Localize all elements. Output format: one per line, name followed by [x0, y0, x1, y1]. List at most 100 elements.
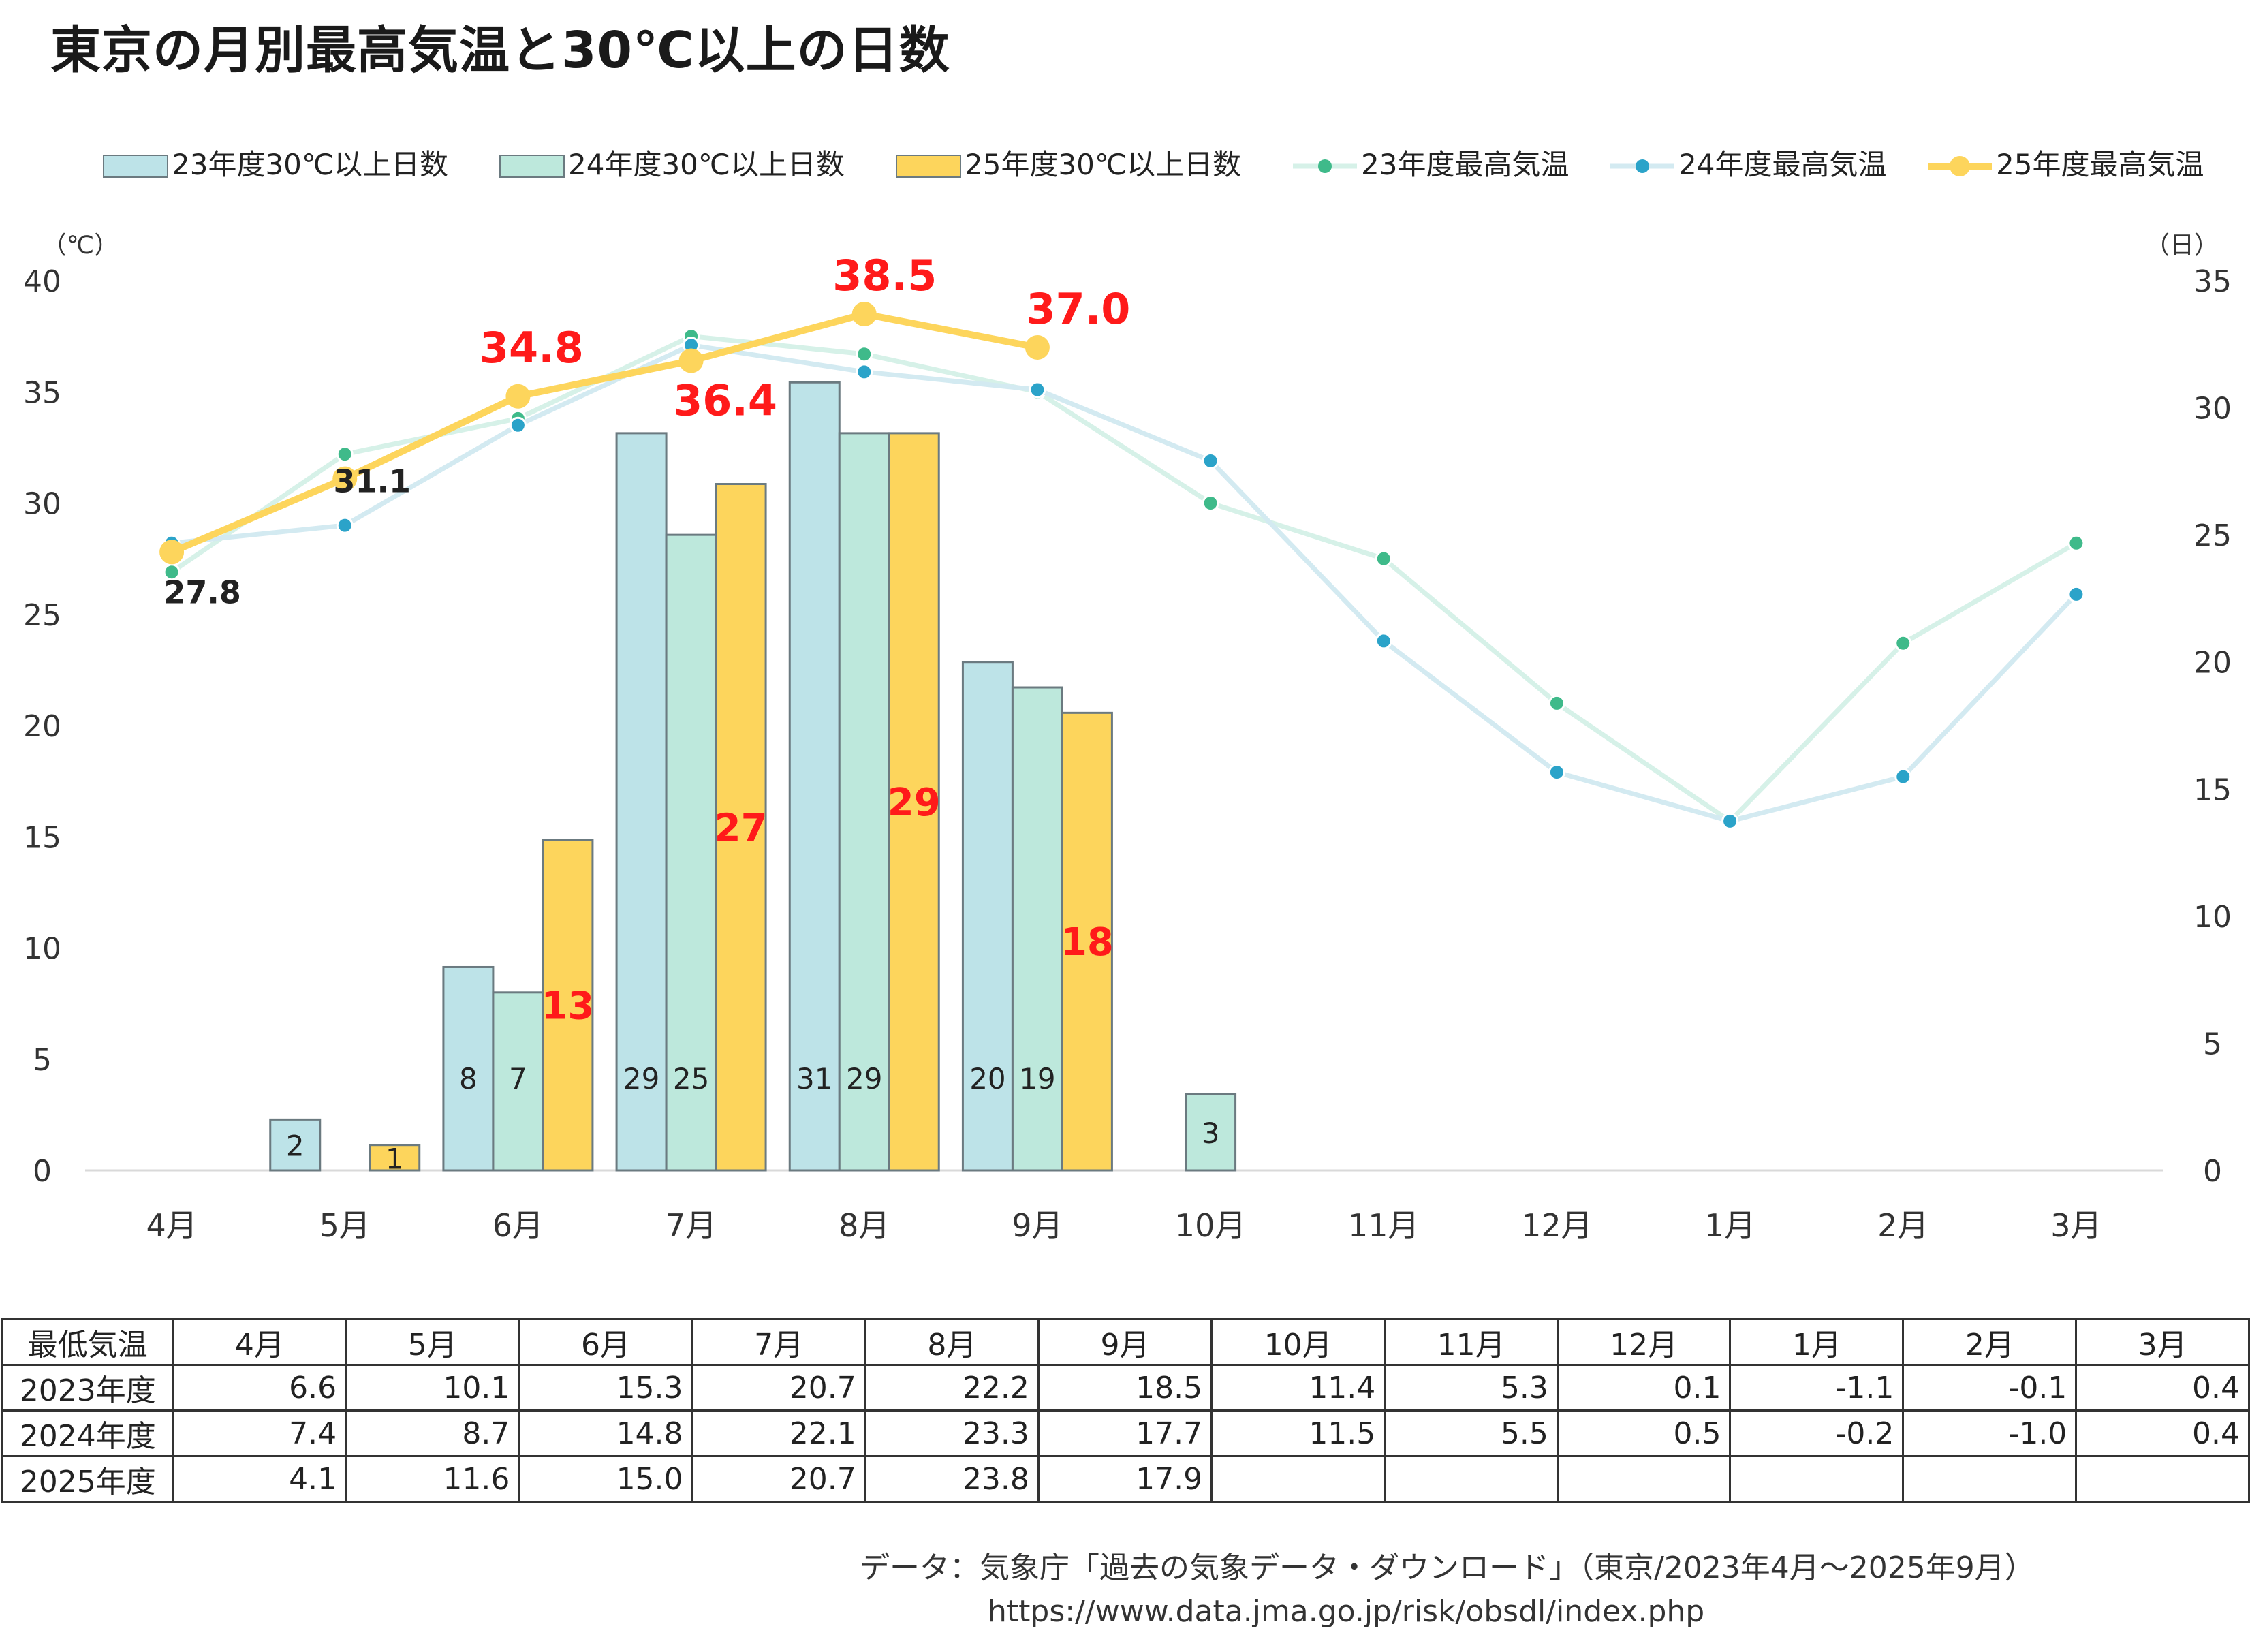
series-line	[170, 334, 2078, 824]
x-tick-label: 3月	[2050, 1207, 2101, 1244]
table-month-header: 6月	[518, 1318, 693, 1366]
right-tick-label: 5	[2203, 1027, 2222, 1061]
series-line	[171, 343, 2078, 824]
temperature-label: 37.0	[1026, 284, 1130, 334]
table-cell: 5.5	[1384, 1409, 1559, 1457]
series-point	[856, 345, 873, 363]
series-point	[163, 563, 181, 581]
right-tick-label: 0	[2203, 1154, 2222, 1189]
right-tick-label: 10	[2193, 900, 2232, 935]
series-point	[1029, 381, 1046, 399]
x-tick-label: 1月	[1704, 1207, 1755, 1244]
source-url[interactable]: https://www.data.jma.go.jp/risk/obsdl/in…	[988, 1594, 1705, 1629]
table-cell: 15.0	[518, 1455, 693, 1503]
series-point	[1721, 812, 1739, 830]
table-header-row: 最低気温 4月 5月 6月 7月 8月 9月 10月 11月 12月 1月 2月 3月	[1, 1318, 2250, 1366]
table-cell: 0.4	[2075, 1409, 2250, 1457]
series-point	[1548, 764, 1565, 781]
table-cell: 23.3	[864, 1409, 1040, 1457]
left-tick-label: 20	[23, 709, 61, 744]
table-row-header: 2023年度	[1, 1364, 174, 1412]
x-tick-label: 5月	[319, 1207, 371, 1244]
x-tick-label: 6月	[493, 1207, 544, 1244]
table-cell: 4.1	[172, 1455, 347, 1503]
table-month-header: 8月	[864, 1318, 1040, 1366]
bars	[269, 381, 1237, 1172]
table-cell: 0.1	[1556, 1364, 1732, 1412]
table-cell: 11.6	[345, 1455, 520, 1503]
table-cell: 0.5	[1556, 1409, 1732, 1457]
series-point	[1202, 452, 1219, 469]
series-point	[509, 416, 527, 434]
bar	[715, 483, 767, 1172]
table-month-header: 3月	[2075, 1318, 2250, 1366]
series-point	[1202, 495, 1219, 512]
table-month-header: 10月	[1210, 1318, 1386, 1366]
x-tick-label: 12月	[1521, 1207, 1593, 1244]
table-month-header: 9月	[1037, 1318, 1213, 1366]
bar-value-label: 8	[459, 1062, 478, 1095]
table-cell: -1.0	[1902, 1409, 2078, 1457]
temperature-label: 34.8	[480, 323, 584, 373]
bar	[269, 1118, 322, 1172]
bar-value-label: 7	[509, 1062, 527, 1095]
series-point	[1894, 768, 1912, 785]
bar	[1011, 686, 1063, 1172]
bar-value-label: 19	[1019, 1062, 1055, 1095]
series-point	[856, 363, 873, 381]
x-tick-label: 11月	[1348, 1207, 1420, 1244]
legend-marker	[1318, 159, 1332, 173]
bar	[665, 533, 717, 1172]
table-row-header: 2025年度	[1, 1455, 174, 1503]
series-point	[159, 540, 185, 565]
series-point	[2067, 534, 2085, 552]
table-cell	[1384, 1455, 1559, 1503]
bar-value-label: 20	[969, 1062, 1005, 1095]
table-cell: 17.9	[1037, 1455, 1213, 1503]
table-month-header: 1月	[1729, 1318, 1905, 1366]
legend-label: 23年度最高気温	[1361, 148, 1569, 181]
temperature-label: 38.5	[832, 251, 937, 300]
temperature-label: 27.8	[163, 574, 241, 610]
table-cell: 17.7	[1037, 1409, 1213, 1457]
table-cell: 5.3	[1384, 1364, 1559, 1412]
right-axis-unit: （日）	[2145, 232, 2219, 260]
table-cell: 20.7	[691, 1455, 866, 1503]
axes: 0 5 10 15 20 25 30 35 40 0 5 10 15 20 25 30 35 （℃） （日） 4月 5月…	[23, 232, 2232, 1244]
legend: 23年度30℃以上日数 24年度30℃以上日数 25年度30℃以上日数 23年度最高気…	[103, 148, 2204, 181]
bar-value-label: 2	[286, 1129, 304, 1163]
legend-label: 24年度30℃以上日数	[568, 148, 845, 181]
x-tick-label: 4月	[146, 1207, 197, 1244]
left-axis-unit: （℃）	[42, 232, 119, 260]
table-cell	[1902, 1455, 2078, 1503]
bar-value-label: 25	[673, 1062, 709, 1095]
bar-value-label: 31	[796, 1062, 832, 1095]
left-tick-label: 5	[33, 1043, 52, 1078]
legend-swatch	[499, 155, 565, 178]
legend-swatch	[896, 155, 961, 178]
table-row: 2024年度 7.4 8.7 14.8 22.1 23.3 17.7 11.5 5.5 0.5 -0…	[1, 1409, 2250, 1457]
table-cell: 7.4	[172, 1409, 347, 1457]
table-cell: 8.7	[345, 1409, 520, 1457]
right-tick-label: 25	[2193, 518, 2232, 553]
bar	[369, 1144, 421, 1172]
legend-marker	[1950, 156, 1970, 176]
table-cell	[1210, 1455, 1386, 1503]
series-point	[332, 466, 358, 491]
temperature-label: 36.4	[673, 376, 777, 426]
table-cell: 20.7	[691, 1364, 866, 1412]
series-point	[1894, 634, 1912, 652]
table-cell: 14.8	[518, 1409, 693, 1457]
left-tick-label: 10	[23, 932, 61, 967]
bar	[542, 839, 594, 1172]
table-cell: -0.1	[1902, 1364, 2078, 1412]
bar	[1061, 711, 1113, 1172]
series-point	[1375, 632, 1392, 650]
table-cell: 15.3	[518, 1364, 693, 1412]
source-text: データ：気象庁「過去の気象データ・ダウンロード」（東京/2023年4月～2025…	[860, 1550, 2035, 1585]
x-tick-label: 8月	[839, 1207, 890, 1244]
table-cell	[2075, 1455, 2250, 1503]
bar	[888, 432, 940, 1172]
table-month-header: 12月	[1556, 1318, 1732, 1366]
table-cell: 22.2	[864, 1364, 1040, 1412]
